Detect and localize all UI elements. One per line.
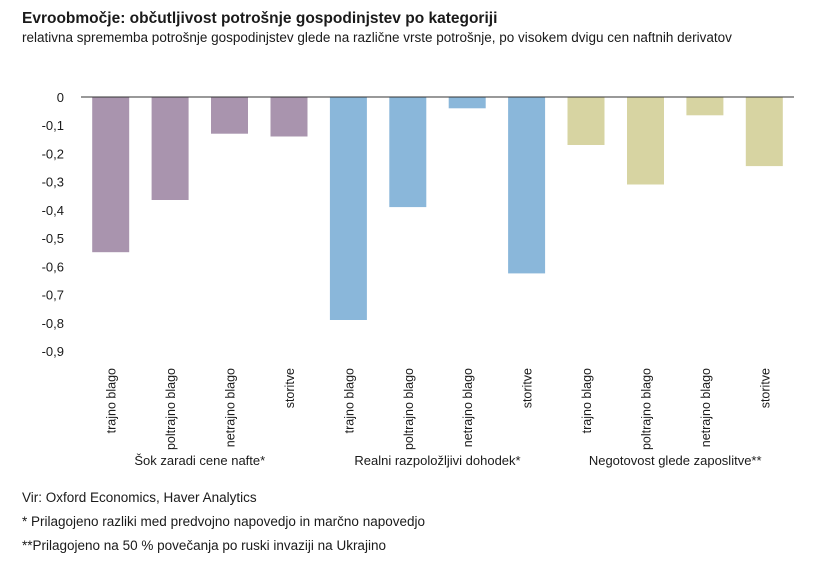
y-tick-label: -0,3 (42, 175, 64, 190)
y-tick-label: 0 (57, 90, 64, 105)
category-label: netrajno blago (224, 368, 238, 447)
footnotes: Vir: Oxford Economics, Haver Analytics *… (22, 486, 425, 558)
category-label: trajno blago (342, 368, 356, 433)
footnote-1: * Prilagojeno razliki med predvojno napo… (22, 514, 425, 529)
category-label: poltrajno blago (640, 368, 654, 450)
category-label: storitve (758, 368, 772, 408)
bar (508, 97, 546, 274)
group-label: Šok zaradi cene nafte* (134, 453, 265, 468)
y-tick-label: -0,2 (42, 146, 64, 161)
bar (567, 97, 605, 145)
y-tick-label: -0,1 (42, 118, 64, 133)
chart-title: Evroobmočje: občutljivost potrošnje gosp… (22, 10, 498, 27)
bar (389, 97, 427, 208)
bar (211, 97, 248, 134)
category-label: netrajno blago (699, 368, 713, 447)
bar (92, 97, 130, 253)
y-tick-label: -0,8 (42, 316, 64, 331)
bar-chart: 0 -0,1 -0,2 -0,3 -0,4 -0,5 -0,6 -0,7 -0,8 -0,9 tra… (42, 90, 794, 468)
category-label: netrajno blago (461, 368, 475, 447)
bar (627, 97, 664, 185)
y-tick-label: -0,6 (42, 259, 64, 274)
y-tick-label: -0,5 (42, 231, 64, 246)
bar (745, 97, 783, 167)
category-label: trajno blago (105, 368, 119, 433)
footnote-2: **Prilagojeno na 50 % povečanja po ruski… (22, 538, 386, 553)
category-label: poltrajno blago (164, 368, 178, 450)
chart-subtitle: relativna sprememba potrošnje gospodinjs… (22, 30, 732, 45)
category-label: storitve (283, 368, 297, 408)
bar (151, 97, 189, 200)
category-label: storitve (521, 368, 535, 408)
y-tick-label: -0,4 (42, 203, 64, 218)
source-note: Vir: Oxford Economics, Haver Analytics (22, 490, 257, 505)
bar (686, 97, 724, 116)
bar (329, 97, 367, 320)
category-label: trajno blago (580, 368, 594, 433)
y-tick-label: -0,9 (42, 344, 64, 359)
bar (448, 97, 486, 109)
group-label: Negotovost glede zaposlitve** (589, 453, 762, 468)
category-label: poltrajno blago (402, 368, 416, 450)
bar (270, 97, 308, 137)
group-label: Realni razpoložljivi dohodek* (354, 453, 520, 468)
y-tick-label: -0,7 (42, 288, 64, 303)
